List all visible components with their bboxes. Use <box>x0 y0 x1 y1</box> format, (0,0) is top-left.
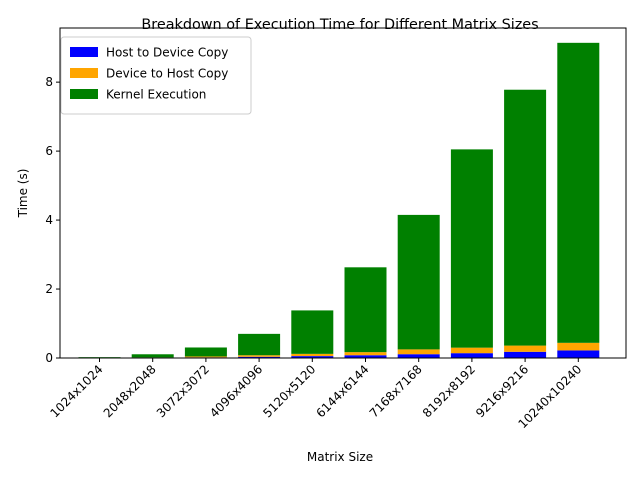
y-tick-label: 2 <box>45 282 53 296</box>
y-tick-label: 0 <box>45 351 53 365</box>
y-tick-label: 4 <box>45 213 53 227</box>
y-axis-label: Time (s) <box>16 169 30 219</box>
bar-segment-series-2-10240x10240 <box>557 42 600 343</box>
legend-frame <box>60 36 252 115</box>
legend-swatch <box>70 47 98 57</box>
bar-segment-series-1-8192x8192 <box>450 347 493 354</box>
bar-segment-series-2-4096x4096 <box>238 333 281 356</box>
legend-label: Host to Device Copy <box>106 46 228 60</box>
bar-segment-series-0-10240x10240 <box>557 350 600 358</box>
plot-area-frame <box>59 27 627 359</box>
y-axis-ticks: 0 2 4 6 8 <box>45 75 60 365</box>
bar-segment-series-1-4096x4096 <box>238 355 281 357</box>
legend-label: Device to Host Copy <box>106 67 228 81</box>
bar-segment-series-1-5120x5120 <box>291 353 334 357</box>
bar-segment-series-0-9216x9216 <box>504 351 547 358</box>
bar-segment-series-1-10240x10240 <box>557 342 600 351</box>
bar-segment-series-1-7168x7168 <box>397 349 440 355</box>
chart-title: Breakdown of Execution Time for Differen… <box>141 17 538 33</box>
bar-segment-series-0-6144x6144 <box>344 355 387 358</box>
bar-segment-series-2-3072x3072 <box>184 347 227 357</box>
bar-segment-series-2-2048x2048 <box>131 354 174 358</box>
bar-segment-series-0-8192x8192 <box>450 353 493 358</box>
bar-segment-series-2-6144x6144 <box>344 267 387 353</box>
y-tick-label: 6 <box>45 144 53 158</box>
bar-segment-series-2-8192x8192 <box>450 149 493 348</box>
bar-segment-series-0-7168x7168 <box>397 354 440 358</box>
bar-segment-series-1-3072x3072 <box>184 356 227 358</box>
bar-segment-series-2-5120x5120 <box>291 310 334 354</box>
bar-segment-series-1-9216x9216 <box>504 345 547 352</box>
y-tick-label: 8 <box>45 75 53 89</box>
bars-group <box>78 42 600 358</box>
bar-segment-series-0-5120x5120 <box>291 356 334 358</box>
legend-swatch <box>70 68 98 78</box>
legend: Host to Device Copy Device to Host Copy Ke… <box>60 36 252 115</box>
bar-segment-series-2-9216x9216 <box>504 89 547 346</box>
legend-swatch <box>70 89 98 99</box>
bar-segment-series-1-6144x6144 <box>344 352 387 356</box>
bar-segment-series-0-4096x4096 <box>238 356 281 358</box>
legend-label: Kernel Execution <box>106 88 206 102</box>
bar-segment-series-2-7168x7168 <box>397 214 440 350</box>
x-axis-label: Matrix Size <box>307 450 373 464</box>
